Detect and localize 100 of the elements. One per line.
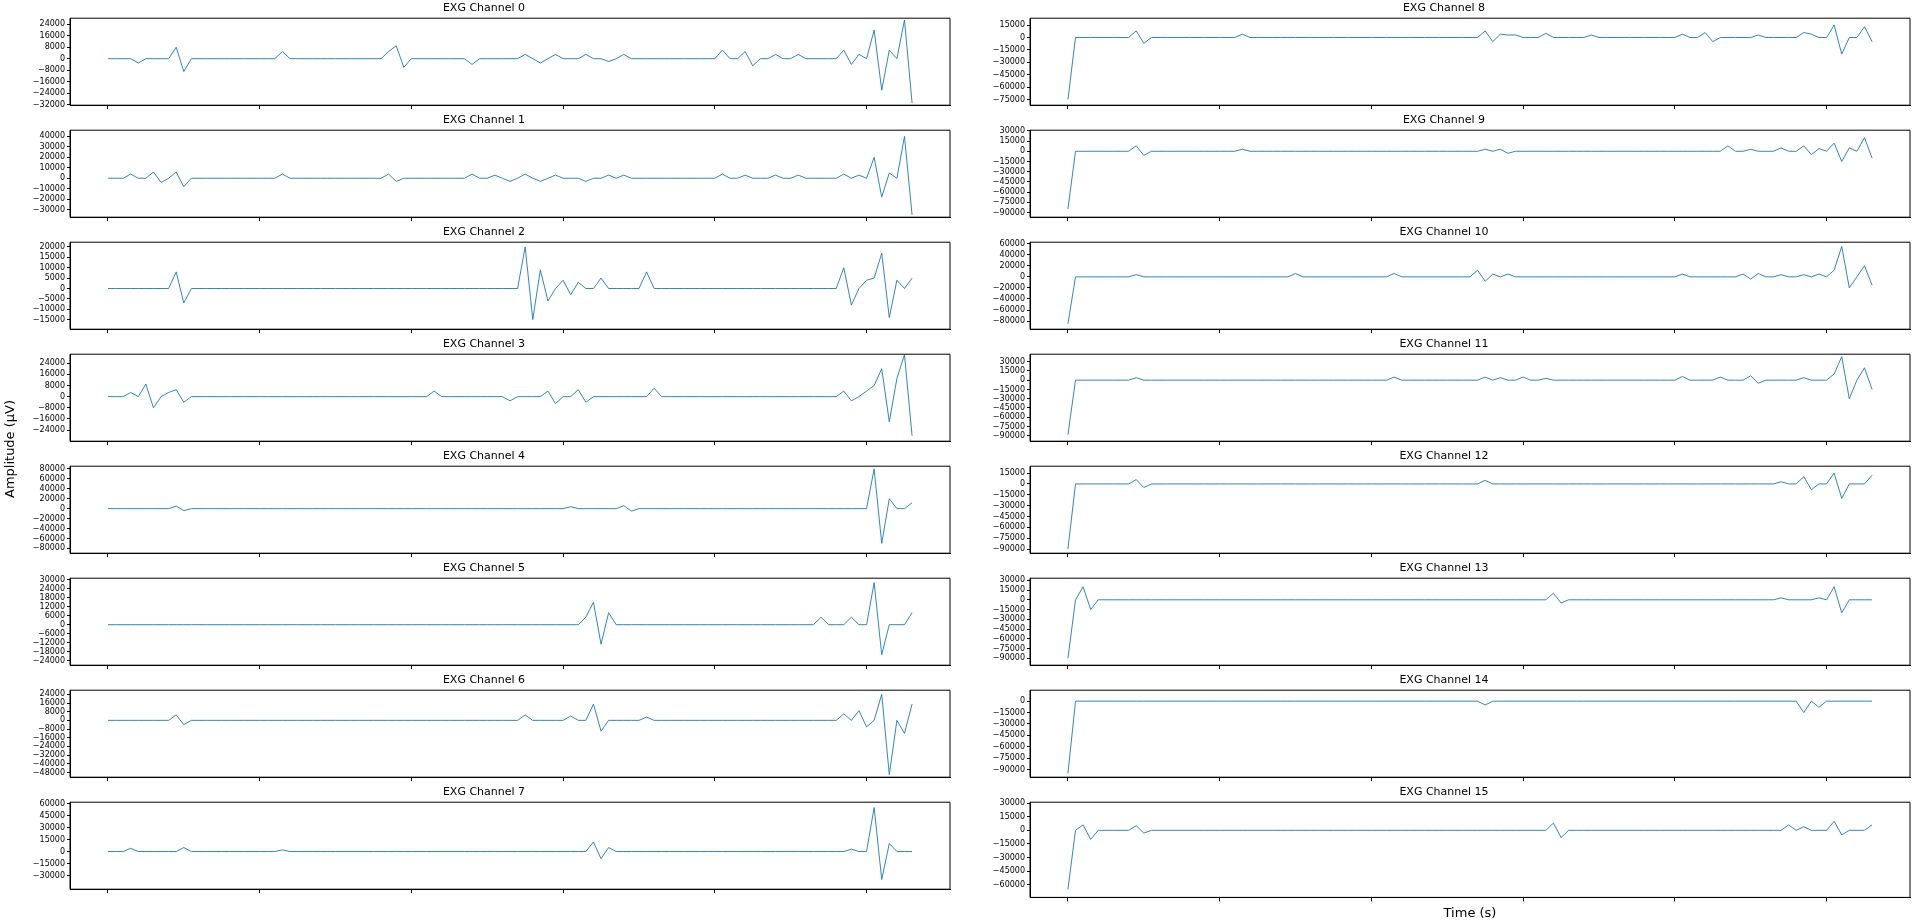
- chart-title: EXG Channel 13: [1399, 561, 1489, 575]
- y-tick-label: −16000: [32, 76, 65, 86]
- y-tick-label: −45000: [992, 866, 1025, 876]
- y-tick-label: −30000: [992, 393, 1025, 403]
- y-tick-label: −20000: [992, 282, 1025, 292]
- y-tick-label: 60000: [39, 798, 65, 808]
- y-tick-label: −30000: [992, 719, 1025, 729]
- y-tick-label: −15000: [992, 489, 1025, 499]
- y-tick-label: −20000: [32, 513, 65, 523]
- y-tick-label: 0: [1019, 479, 1025, 489]
- y-tick-label: 0: [59, 503, 65, 513]
- y-tick-label: −30000: [992, 57, 1025, 67]
- y-tick-label: 0: [1019, 696, 1025, 706]
- y-tick-label: 20000: [39, 152, 65, 162]
- y-tick-label: −15000: [992, 707, 1025, 717]
- y-tick-label: 20000: [39, 242, 65, 252]
- y-tick-label: −32000: [32, 750, 65, 760]
- chart-title: EXG Channel 1: [442, 113, 526, 127]
- y-tick-label: 12000: [39, 601, 65, 611]
- y-tick-label: 10000: [39, 162, 65, 172]
- chart-title: EXG Channel 7: [442, 785, 526, 799]
- y-tick-label: 18000: [39, 592, 65, 602]
- y-tick-label: 30000: [999, 575, 1025, 585]
- y-tick-label: 0: [1019, 32, 1025, 42]
- y-tick-label: 40000: [39, 131, 65, 141]
- y-tick-label: 15000: [999, 468, 1025, 478]
- y-tick-label: −15000: [992, 45, 1025, 55]
- y-tick-label: −90000: [992, 430, 1025, 440]
- y-tick-label: 15000: [39, 252, 65, 262]
- y-tick-label: 24000: [39, 583, 65, 593]
- y-tick-label: −60000: [992, 879, 1025, 889]
- chart-title: EXG Channel 8: [1402, 1, 1486, 15]
- y-tick-label: 0: [59, 619, 65, 629]
- y-tick-label: −75000: [992, 643, 1025, 653]
- y-tick-label: 45000: [39, 810, 65, 820]
- y-tick-label: 16000: [39, 369, 65, 379]
- y-tick-label: 16000: [39, 698, 65, 708]
- y-tick-label: −75000: [992, 197, 1025, 207]
- y-tick-label: −6000: [37, 628, 65, 638]
- y-tick-label: −60000: [992, 522, 1025, 532]
- y-tick-label: 15000: [999, 20, 1025, 30]
- y-tick-label: −16000: [32, 732, 65, 742]
- y-tick-label: 80000: [39, 464, 65, 474]
- y-tick-label: −30000: [32, 204, 65, 214]
- y-tick-label: 0: [1019, 825, 1025, 835]
- y-tick-label: 16000: [39, 30, 65, 40]
- chart-title: EXG Channel 4: [442, 449, 526, 463]
- y-tick-label: −75000: [992, 94, 1025, 104]
- y-tick-label: −90000: [992, 764, 1025, 774]
- y-tick-label: −90000: [992, 207, 1025, 217]
- y-tick-label: 24000: [39, 19, 65, 29]
- y-tick-label: 30000: [39, 574, 65, 584]
- y-tick-label: −24000: [32, 88, 65, 98]
- y-tick-label: −45000: [992, 624, 1025, 634]
- y-tick-label: −30000: [992, 852, 1025, 862]
- y-axis-title: Amplitude (µV): [2, 399, 17, 498]
- y-tick-label: 15000: [999, 365, 1025, 375]
- y-tick-label: 0: [1019, 375, 1025, 385]
- chart-title: EXG Channel 11: [1399, 337, 1489, 351]
- y-tick-label: 40000: [999, 249, 1025, 259]
- y-tick-label: 30000: [999, 798, 1025, 808]
- y-tick-label: −60000: [992, 305, 1025, 315]
- y-tick-label: −60000: [992, 633, 1025, 643]
- y-tick-label: −30000: [992, 166, 1025, 176]
- chart-title: EXG Channel 9: [1402, 113, 1486, 127]
- y-tick-label: −60000: [992, 741, 1025, 751]
- y-tick-label: −24000: [32, 425, 65, 435]
- y-tick-label: −8000: [37, 724, 65, 734]
- y-tick-label: 30000: [999, 125, 1025, 135]
- y-tick-label: −75000: [992, 753, 1025, 763]
- y-tick-label: 30000: [39, 141, 65, 151]
- y-tick-label: 5000: [44, 273, 65, 283]
- chart-title: EXG Channel 12: [1399, 449, 1489, 463]
- chart-title: EXG Channel 5: [442, 561, 526, 575]
- y-tick-label: −15000: [32, 314, 65, 324]
- x-axis-title: Time (s): [1442, 904, 1497, 920]
- y-tick-label: −30000: [992, 500, 1025, 510]
- y-tick-label: −60000: [992, 412, 1025, 422]
- y-tick-label: −15000: [992, 604, 1025, 614]
- y-tick-label: −18000: [32, 646, 65, 656]
- y-tick-label: 0: [1019, 271, 1025, 281]
- y-tick-label: −75000: [992, 421, 1025, 431]
- y-tick-label: −45000: [992, 511, 1025, 521]
- y-tick-label: −40000: [992, 294, 1025, 304]
- y-tick-label: −15000: [992, 384, 1025, 394]
- y-tick-label: 24000: [39, 358, 65, 368]
- y-tick-label: −12000: [32, 637, 65, 647]
- chart-title: EXG Channel 3: [442, 337, 526, 351]
- y-tick-label: −40000: [32, 523, 65, 533]
- y-tick-label: −20000: [32, 194, 65, 204]
- y-tick-label: −24000: [32, 655, 65, 665]
- y-tick-label: −15000: [32, 858, 65, 868]
- y-tick-label: 15000: [999, 136, 1025, 146]
- y-tick-label: −45000: [992, 176, 1025, 186]
- y-tick-label: 15000: [999, 585, 1025, 595]
- y-tick-label: 0: [59, 173, 65, 183]
- y-tick-label: 20000: [39, 493, 65, 503]
- y-tick-label: 8000: [44, 380, 65, 390]
- chart-title: EXG Channel 14: [1399, 673, 1489, 687]
- y-tick-label: −75000: [992, 533, 1025, 543]
